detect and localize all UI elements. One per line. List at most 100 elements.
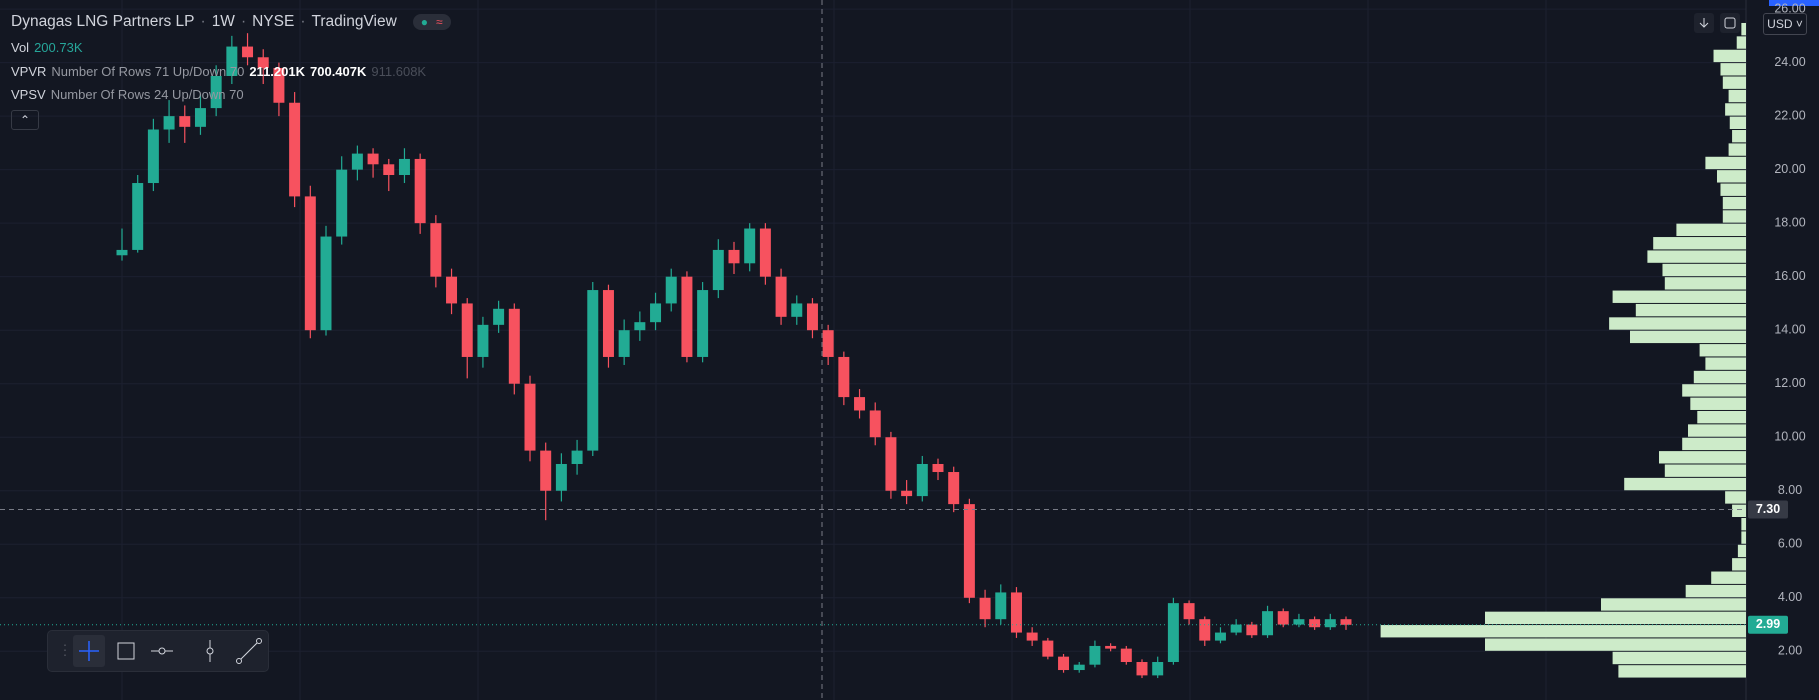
volume-profile-bar (1720, 63, 1746, 76)
candle-body (822, 330, 834, 357)
indicator-name: VPSV (11, 87, 46, 102)
indicator-vpsv[interactable]: VPSV Number Of Rows 24 Up/Down 70 (11, 87, 244, 102)
candle-body (132, 183, 144, 250)
candle-body (806, 303, 818, 331)
interval[interactable]: 1W (211, 13, 235, 30)
candle-body (430, 223, 442, 277)
volume-profile-bar (1682, 437, 1746, 451)
volume-profile-bar (1697, 410, 1746, 424)
volume-profile-bar (1717, 170, 1746, 183)
volume-profile-bar (1722, 76, 1746, 89)
horizontal-line-tool[interactable] (151, 647, 173, 655)
candle-body (869, 410, 881, 438)
candle-body (508, 308, 520, 384)
candle-body (147, 129, 159, 184)
fullscreen-button[interactable] (1720, 13, 1740, 33)
header: Dynagas LNG Partners LP · 1W · NYSE · Tradi… (11, 13, 451, 31)
indicator-vpvr[interactable]: VPVR Number Of Rows 71 Up/Down 70 211.20… (11, 64, 426, 79)
volume-profile-bar (1728, 143, 1746, 156)
crosshair-tool[interactable] (73, 635, 105, 667)
candle-body (1167, 603, 1179, 663)
volume-profile-bar (1380, 625, 1746, 638)
indicator-params: Number Of Rows 71 Up/Down 70 (51, 64, 245, 79)
y-tick-label: 14.00 (1774, 322, 1805, 336)
y-tick-label: 26.00 (1774, 1, 1805, 15)
indicator-value: 211.201K (249, 64, 305, 79)
candle-body (540, 450, 552, 491)
y-tick-label: 18.00 (1774, 215, 1805, 229)
scale-highlight (1769, 0, 1819, 6)
y-tick-label: 24.00 (1774, 55, 1805, 69)
volume-profile-bar (1725, 491, 1746, 504)
candle-body (367, 153, 379, 165)
candle-body (257, 57, 269, 68)
last-price-label: 2.99 (1756, 617, 1780, 631)
candle-body (336, 169, 348, 237)
y-tick-label: 2.00 (1778, 644, 1802, 658)
volume-profile-bar (1647, 250, 1746, 263)
indicator-value: 200.73K (34, 40, 83, 55)
candle-body (383, 164, 395, 175)
symbol-title[interactable]: Dynagas LNG Partners LP (11, 13, 195, 30)
candle-body (493, 308, 505, 325)
candle-body (555, 463, 567, 491)
candle-body (398, 158, 410, 175)
candle-body (948, 472, 960, 505)
trend-line-tool[interactable] (236, 638, 262, 664)
candle-body (995, 592, 1007, 620)
rectangle-tool[interactable] (117, 642, 135, 660)
candle-body (1293, 619, 1305, 625)
candle-body (587, 290, 599, 451)
candle-body (163, 116, 175, 130)
volume-profile-bar (1741, 531, 1746, 544)
volume-profile-bar (1618, 665, 1746, 678)
volume-profile-bar (1685, 584, 1746, 598)
candle-body (1246, 624, 1258, 636)
candle-body (885, 437, 897, 491)
candle-body (351, 153, 363, 170)
candle-body (979, 597, 991, 620)
candle-body (477, 324, 489, 357)
indicator-name: VPVR (11, 64, 47, 79)
volume-profile-bar (1659, 451, 1746, 464)
currency: USD (1767, 17, 1793, 31)
status-icon: ≈ (436, 15, 443, 29)
candle-body (932, 463, 944, 473)
candle-body (728, 249, 740, 264)
vertical-line-tool[interactable] (206, 640, 214, 662)
separator: · (240, 13, 247, 30)
y-tick-label: 22.00 (1774, 108, 1805, 122)
volume-profile-bar (1485, 638, 1746, 651)
candle-body (1183, 603, 1195, 620)
candle-body (963, 504, 975, 598)
indicator-vol[interactable]: Vol 200.73K (11, 40, 83, 55)
candle-body (1073, 664, 1085, 671)
separator: · (300, 13, 306, 30)
volume-profile-bar (1609, 317, 1746, 330)
y-tick-label: 10.00 (1774, 430, 1805, 444)
source: TradingView (311, 13, 397, 30)
y-tick-label: 8.00 (1778, 483, 1802, 497)
candle-body (1136, 662, 1148, 676)
candle-body (273, 67, 285, 103)
candle-body (634, 322, 646, 331)
currency-button[interactable]: USD ˅ (1763, 13, 1807, 35)
candle-body (916, 463, 928, 497)
candle-body (901, 490, 913, 497)
volume-profile-bar (1722, 210, 1746, 223)
indicator-name: Vol (11, 40, 30, 55)
candle-body (759, 228, 771, 277)
collapse-button[interactable]: ⌃ (11, 110, 39, 130)
status-pill[interactable]: ● ≈ (412, 14, 451, 30)
candle-body (1105, 645, 1117, 649)
volume-profile-bar (1725, 103, 1746, 116)
icon (1724, 17, 1736, 29)
candle-body (791, 303, 803, 317)
candle-body (461, 303, 473, 357)
top-right-icons (1694, 13, 1740, 33)
candle-body (1058, 656, 1070, 671)
candle-body (618, 330, 630, 357)
volume-profile-bar (1624, 477, 1746, 491)
crosshair-label: 7.30 (1756, 502, 1780, 516)
drawing-toolbar: ⋮⋮ (47, 630, 269, 672)
